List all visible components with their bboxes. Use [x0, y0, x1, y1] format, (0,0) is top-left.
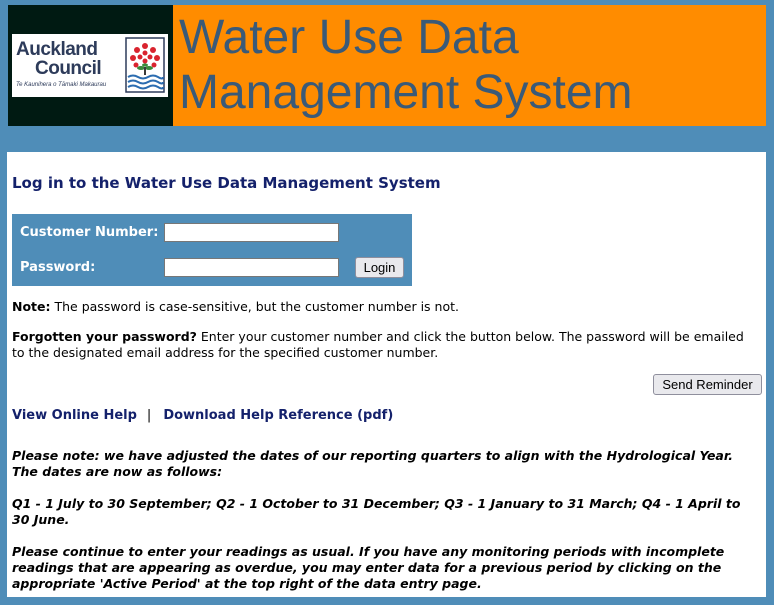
help-links: View Online Help | Download Help Reference…: [12, 408, 393, 424]
forgot-password-label: Forgotten your password?: [12, 329, 197, 344]
link-separator: |: [146, 408, 152, 423]
customer-number-input[interactable]: [164, 223, 339, 242]
logo-text-line2: Council: [35, 58, 102, 79]
site-title-line2: Management System: [179, 66, 633, 119]
pohutukawa-emblem-icon: [125, 37, 165, 93]
notice-quarter-dates: Q1 - 1 July to 30 September; Q2 - 1 Octo…: [12, 496, 741, 527]
customer-number-label: Customer Number:: [20, 225, 159, 240]
password-input[interactable]: [164, 258, 339, 277]
note-text: Note: The password is case-sensitive, bu…: [12, 299, 757, 315]
login-heading: Log in to the Water Use Data Management …: [12, 174, 441, 192]
login-form: Customer Number: Password: Login: [12, 214, 412, 286]
logo-area: Auckland Council Te Kaunihera o Tāmaki M…: [8, 5, 173, 126]
main-panel: Log in to the Water Use Data Management …: [7, 152, 766, 597]
notice-overdue-readings: Please continue to enter your readings a…: [12, 544, 725, 591]
forgot-password-text: Forgotten your password? Enter your cust…: [12, 329, 757, 361]
logo-text-line1: Auckland: [16, 39, 98, 60]
site-title-line1: Water Use Data: [179, 11, 519, 64]
header-banner: Auckland Council Te Kaunihera o Tāmaki M…: [8, 5, 766, 126]
view-online-help-link[interactable]: View Online Help: [12, 408, 137, 423]
title-area: Water Use Data Management System: [173, 5, 766, 126]
password-label: Password:: [20, 260, 96, 275]
note-body: The password is case-sensitive, but the …: [50, 299, 459, 314]
notice-hydrological-year: Please note: we have adjusted the dates …: [12, 448, 733, 479]
auckland-council-logo: Auckland Council Te Kaunihera o Tāmaki M…: [12, 34, 168, 97]
logo-subtitle: Te Kaunihera o Tāmaki Makaurau: [16, 82, 107, 88]
note-label: Note:: [12, 299, 51, 314]
send-reminder-button[interactable]: Send Reminder: [653, 374, 762, 395]
forgot-password-body: Enter your customer number and click the…: [12, 329, 744, 360]
login-button[interactable]: Login: [355, 257, 404, 278]
download-help-link[interactable]: Download Help Reference (pdf): [163, 408, 394, 423]
